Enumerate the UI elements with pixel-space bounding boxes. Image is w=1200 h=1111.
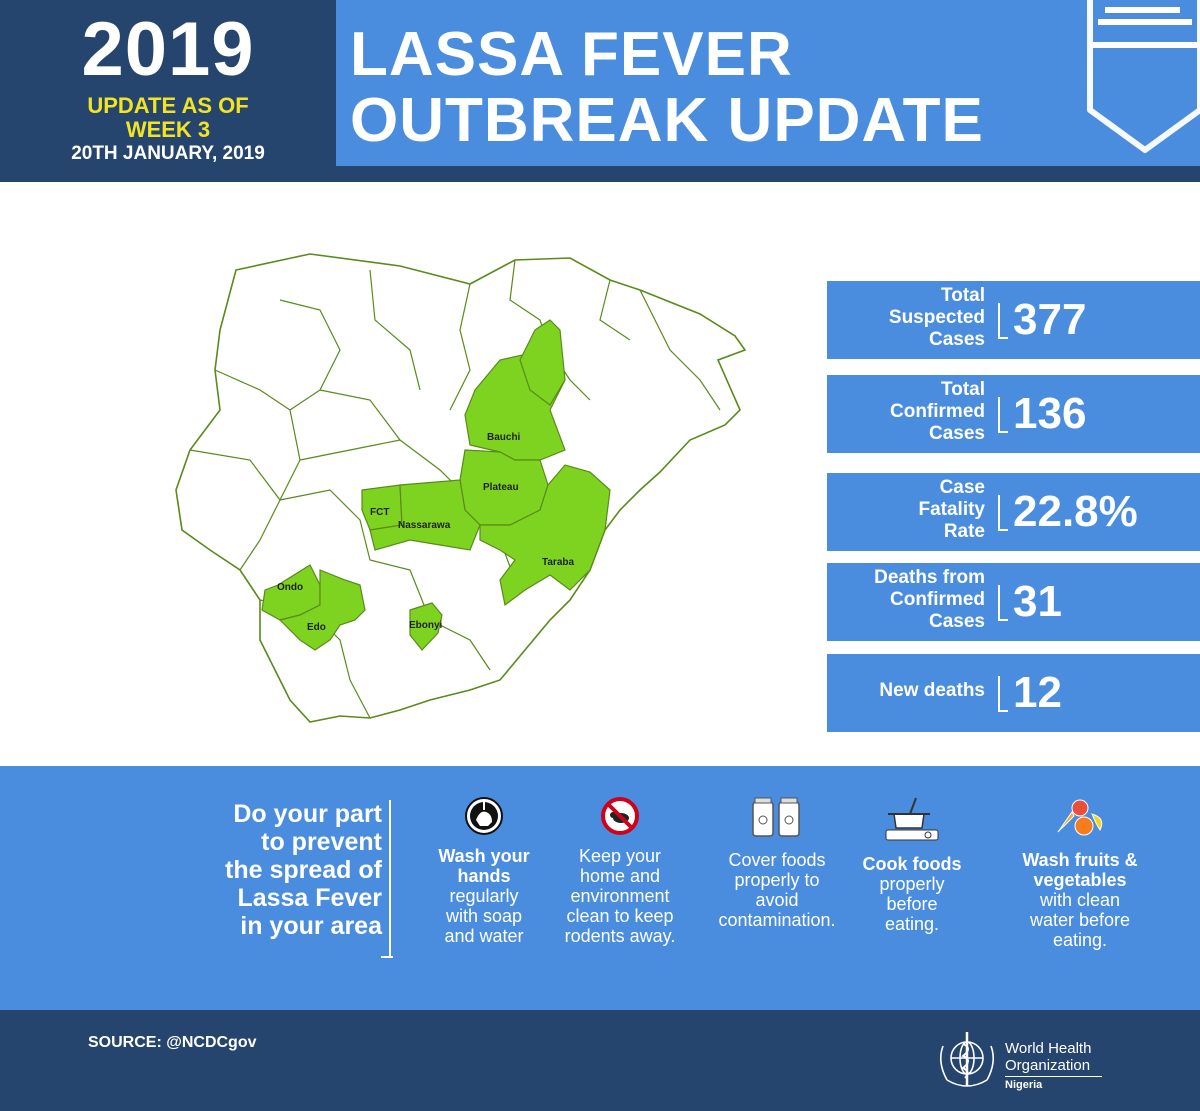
title-line-1: LASSA FEVER [350, 20, 793, 89]
label-plateau: Plateau [483, 482, 519, 493]
state-edo [278, 569, 366, 651]
who-rule [1005, 1076, 1102, 1077]
tip-wash-hands: Wash your hands regularly with soap and … [426, 796, 542, 946]
tip-cover-foods: Cover foods properly to avoid contaminat… [702, 796, 852, 930]
fruits-vegetables-icon [1057, 799, 1103, 836]
state-boundaries [189, 259, 721, 719]
divider [389, 800, 391, 958]
prevention-panel: Do your part to prevent the spread of La… [0, 766, 1200, 1010]
stat-label: Total Suspected Cases [888, 285, 985, 350]
update-date: 20TH JANUARY, 2019 [71, 143, 265, 164]
page-title: LASSA FEVER OUTBREAK UPDATE [350, 22, 984, 154]
stat-value: 22.8% [1013, 487, 1138, 536]
stat-label: Deaths from Confirmed Cases [874, 567, 985, 632]
stat-new-deaths: New deaths 12 [827, 654, 1200, 732]
nigeria-map: Bauchi Plateau FCT Nassarawa Taraba Ondo… [175, 253, 747, 723]
update-line-2: WEEK 3 [125, 117, 211, 142]
tip-clean-home: Keep your home and environment clean to … [550, 796, 690, 946]
stat-value: 377 [1013, 295, 1087, 344]
label-bauchi: Bauchi [487, 432, 521, 443]
source-credit: SOURCE: @NCDCgov [88, 1034, 257, 1051]
stat-value: 12 [1013, 668, 1062, 717]
folder-graphic-icon [1087, 0, 1200, 153]
stat-total-suspected: Total Suspected Cases 377 [827, 281, 1200, 359]
label-fct: FCT [370, 507, 389, 518]
stat-value: 31 [1013, 577, 1062, 626]
label-taraba: Taraba [542, 557, 574, 568]
stat-label: New deaths [879, 680, 985, 701]
food-jars-icon [752, 797, 800, 837]
state-ebonyi [409, 602, 443, 651]
title-line-2: OUTBREAK UPDATE [350, 86, 984, 155]
stat-deaths-confirmed: Deaths from Confirmed Cases 31 [827, 563, 1200, 641]
label-edo: Edo [307, 622, 326, 633]
label-nassarawa: Nassarawa [398, 520, 451, 531]
stat-label: Total Confirmed Cases [890, 379, 985, 444]
state-nassarawa [369, 479, 481, 551]
state-taraba [479, 464, 611, 607]
header-divider [0, 166, 1200, 182]
label-ondo: Ondo [277, 582, 303, 593]
who-emblem-icon [939, 1032, 995, 1087]
no-rodent-icon [601, 797, 639, 835]
cooking-pot-icon [885, 797, 939, 841]
who-name-line-2: Organization [1005, 1057, 1091, 1074]
stat-total-confirmed: Total Confirmed Cases 136 [827, 375, 1200, 453]
who-name-line-1: World Health [1005, 1040, 1092, 1057]
stat-case-fatality-rate: Case Fatality Rate 22.8% [827, 473, 1200, 551]
header-title-panel [336, 0, 1200, 166]
state-bauchi-north [519, 319, 566, 406]
update-week: UPDATE AS OF WEEK 3 [0, 94, 336, 142]
who-country: Nigeria [1005, 1079, 1043, 1091]
footer: SOURCE: @NCDCgov World Health Organizati… [0, 1010, 1200, 1111]
tip-cook-foods: Cook foods properly before eating. [862, 796, 962, 934]
stat-value: 136 [1013, 389, 1087, 438]
header-date-panel: 2019 UPDATE AS OF WEEK 3 20TH JANUARY, 2… [0, 0, 336, 166]
update-line-1: UPDATE AS OF [87, 93, 249, 118]
divider-end [381, 956, 393, 958]
year: 2019 [81, 7, 255, 92]
hand-wash-icon [465, 797, 503, 835]
label-ebonyi: Ebonyi [409, 620, 443, 631]
prevention-heading: Do your part to prevent the spread of La… [225, 800, 382, 940]
stat-label: Case Fatality Rate [918, 477, 985, 542]
tip-wash-fruits: Wash fruits & vegetables with clean wate… [1002, 796, 1158, 950]
